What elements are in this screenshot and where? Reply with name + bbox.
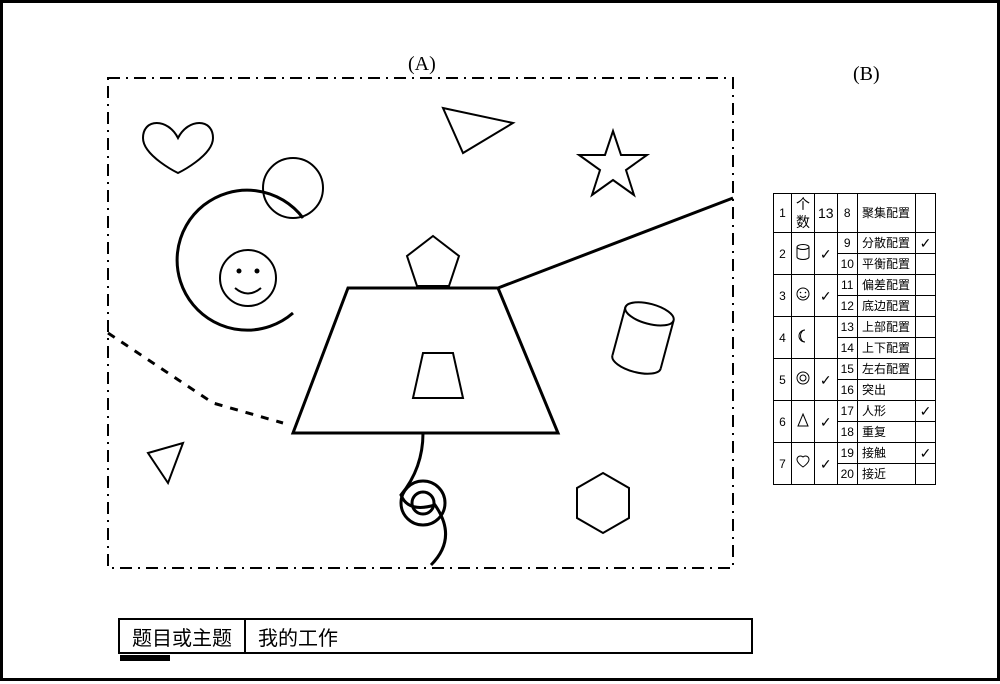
triangle-top	[443, 108, 513, 153]
hdr-right-num: 8	[837, 194, 857, 233]
open-arc	[177, 190, 303, 330]
hdr-left-text: 个数	[792, 194, 815, 233]
hdr-mid-num: 13	[815, 194, 838, 233]
r-num-7: 16	[837, 380, 857, 401]
l-num-5: 7	[774, 443, 792, 485]
star-shape	[579, 131, 647, 195]
double-circle-icon	[795, 370, 811, 386]
r-check-11	[915, 464, 935, 485]
r-check-6	[915, 359, 935, 380]
l-icon-4	[792, 401, 815, 443]
r-text-0: 分散配置	[857, 233, 915, 254]
table-header-row: 1 个数 13 8 聚集配置	[774, 194, 936, 233]
l-check-3: ✓	[815, 359, 838, 401]
l-icon-2	[792, 317, 815, 359]
triangle-small-left	[148, 443, 183, 483]
r-check-0: ✓	[915, 233, 935, 254]
l-icon-1	[792, 275, 815, 317]
outer-frame: (A) (B)	[0, 0, 1000, 681]
side-table: 1 个数 13 8 聚集配置 2 ✓ 9 分散配置 ✓ 10 平衡配置 3	[773, 193, 936, 485]
cylinder-icon	[795, 243, 811, 261]
hexagon-shape	[577, 473, 629, 533]
r-check-10: ✓	[915, 443, 935, 464]
r-check-5	[915, 338, 935, 359]
r-check-7	[915, 380, 935, 401]
r-num-5: 14	[837, 338, 857, 359]
l-check-4: ✓	[815, 401, 838, 443]
hdr-right-text: 聚集配置	[857, 194, 915, 233]
smiley-face	[220, 250, 276, 306]
curve-tail	[401, 433, 446, 565]
r-num-9: 18	[837, 422, 857, 443]
l-check-2	[815, 317, 838, 359]
l-num-0: 2	[774, 233, 792, 275]
large-trapezoid	[293, 288, 558, 433]
r-text-7: 突出	[857, 380, 915, 401]
title-value[interactable]: 我的工作	[246, 620, 751, 652]
r-num-2: 11	[837, 275, 857, 296]
l-check-1: ✓	[815, 275, 838, 317]
smiley-icon	[795, 286, 811, 302]
r-text-11: 接近	[857, 464, 915, 485]
hdr-right-check	[915, 194, 935, 233]
l-num-3: 5	[774, 359, 792, 401]
r-num-4: 13	[837, 317, 857, 338]
heart-shape	[143, 123, 213, 173]
r-num-3: 12	[837, 296, 857, 317]
r-check-8: ✓	[915, 401, 935, 422]
r-text-10: 接触	[857, 443, 915, 464]
triangle-icon	[795, 412, 811, 428]
l-num-1: 3	[774, 275, 792, 317]
drawing-area-border	[108, 78, 733, 568]
r-check-3	[915, 296, 935, 317]
r-check-4	[915, 317, 935, 338]
l-num-4: 6	[774, 401, 792, 443]
r-text-1: 平衡配置	[857, 254, 915, 275]
pentagon-shape	[407, 236, 459, 286]
title-label: 题目或主题	[120, 620, 246, 652]
r-text-3: 底边配置	[857, 296, 915, 317]
cylinder-shape	[610, 298, 676, 379]
l-icon-0	[792, 233, 815, 275]
r-text-5: 上下配置	[857, 338, 915, 359]
hdr-left-num: 1	[774, 194, 792, 233]
long-diagonal	[498, 198, 733, 288]
r-text-6: 左右配置	[857, 359, 915, 380]
r-num-11: 20	[837, 464, 857, 485]
small-trapezoid	[413, 353, 463, 398]
moon-icon	[795, 328, 811, 344]
r-check-2	[915, 275, 935, 296]
title-underline	[120, 655, 170, 661]
r-check-9	[915, 422, 935, 443]
heart-icon	[795, 454, 811, 470]
dashed-v-line	[108, 333, 283, 423]
r-num-8: 17	[837, 401, 857, 422]
l-icon-5	[792, 443, 815, 485]
title-bar: 题目或主题 我的工作	[118, 618, 753, 654]
l-num-2: 4	[774, 317, 792, 359]
l-icon-3	[792, 359, 815, 401]
r-num-0: 9	[837, 233, 857, 254]
r-text-8: 人形	[857, 401, 915, 422]
r-text-4: 上部配置	[857, 317, 915, 338]
r-num-1: 10	[837, 254, 857, 275]
r-text-2: 偏差配置	[857, 275, 915, 296]
r-num-6: 15	[837, 359, 857, 380]
r-num-10: 19	[837, 443, 857, 464]
l-check-5: ✓	[815, 443, 838, 485]
r-check-1	[915, 254, 935, 275]
l-check-0: ✓	[815, 233, 838, 275]
r-text-9: 重复	[857, 422, 915, 443]
